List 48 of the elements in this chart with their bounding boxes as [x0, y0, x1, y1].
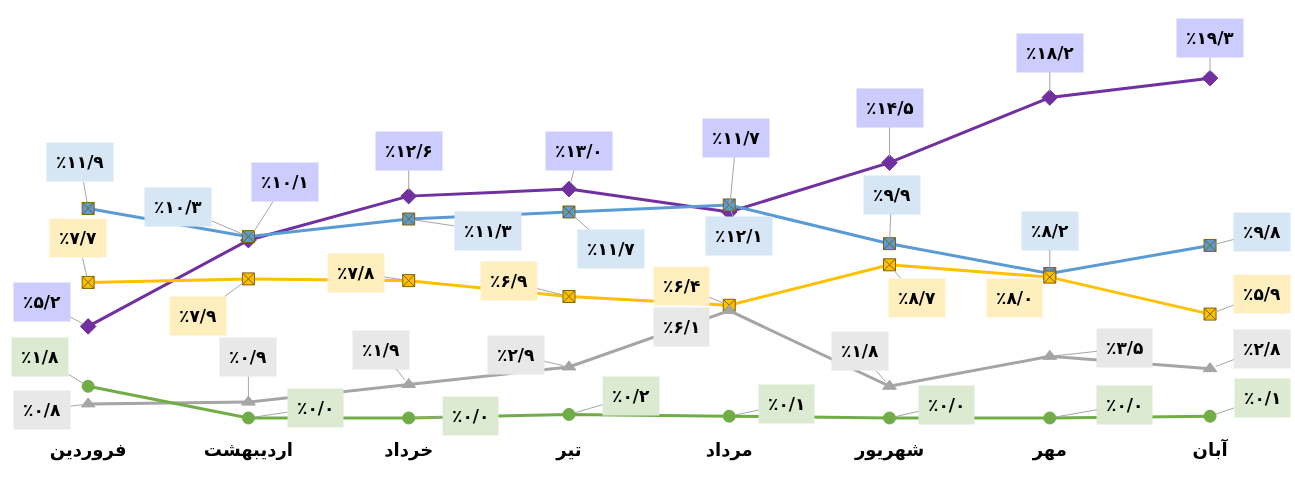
data-label: ٪۶/۹ — [490, 271, 528, 291]
data-label: ٪۱/۹ — [362, 340, 400, 360]
data-label: ٪۱۹/۳ — [1186, 28, 1235, 48]
data-label: ٪۱۱/۷ — [587, 239, 636, 259]
x-tick-label: آبان — [1192, 438, 1229, 460]
data-label: ٪۶/۴ — [663, 276, 701, 296]
x-tick-label: مرداد — [705, 439, 753, 461]
x-tick-label: فروردین — [49, 439, 127, 461]
data-label: ٪۱۸/۲ — [1026, 43, 1075, 63]
data-label: ٪۱/۸ — [21, 347, 59, 367]
data-label: ٪۱۲/۱ — [715, 226, 763, 246]
x-tick-label: شهریور — [853, 439, 925, 461]
data-label: ٪۸/۲ — [1031, 221, 1069, 241]
data-label: ٪۸/۷ — [898, 288, 936, 308]
data-label: ٪۱۴/۵ — [866, 98, 914, 118]
data-label: ٪۰/۹ — [229, 347, 267, 367]
data-label: ٪۲/۸ — [1243, 339, 1281, 359]
x-tick-label: تیر — [555, 439, 582, 461]
data-label: ٪۲/۹ — [497, 345, 535, 365]
x-tick-label: مهر — [1031, 439, 1067, 461]
data-label: ٪۷/۸ — [337, 263, 375, 283]
data-label: ٪۰/۰ — [928, 395, 966, 415]
x-tick-label: خرداد — [384, 439, 434, 461]
data-label: ٪۱۰/۱ — [261, 172, 309, 192]
data-label: ٪۰/۰ — [1106, 395, 1144, 415]
data-label: ٪۰/۸ — [23, 400, 61, 420]
data-label: ٪۰/۰ — [452, 406, 490, 426]
data-label: ٪۱۰/۳ — [154, 197, 203, 217]
data-label: ٪۶/۱ — [663, 317, 701, 337]
data-label: ٪۷/۷ — [59, 228, 97, 248]
data-label: ٪۹/۸ — [1243, 222, 1281, 242]
data-label: ٪۱/۸ — [841, 341, 879, 361]
data-label: ٪۷/۹ — [179, 306, 217, 326]
data-label: ٪۰/۰ — [297, 398, 335, 418]
x-tick-label: اردیبهشت — [203, 439, 293, 461]
data-label: ٪۱۱/۷ — [712, 128, 761, 148]
data-label: ٪۵/۹ — [1243, 284, 1281, 304]
data-label: ٪۱۲/۶ — [385, 141, 433, 161]
data-label: ٪۳/۵ — [1106, 338, 1144, 358]
data-label: ٪۱۱/۹ — [56, 152, 105, 172]
data-label: ٪۸/۰ — [996, 288, 1034, 308]
data-label: ٪۹/۹ — [873, 185, 911, 205]
data-label: ٪۱۱/۳ — [464, 221, 513, 241]
data-label: ٪۵/۲ — [23, 292, 61, 312]
data-label: ٪۰/۱ — [1244, 388, 1282, 408]
data-label: ٪۰/۲ — [612, 386, 650, 406]
data-label: ٪۱۳/۰ — [555, 141, 603, 161]
data-label: ٪۰/۱ — [768, 394, 806, 414]
